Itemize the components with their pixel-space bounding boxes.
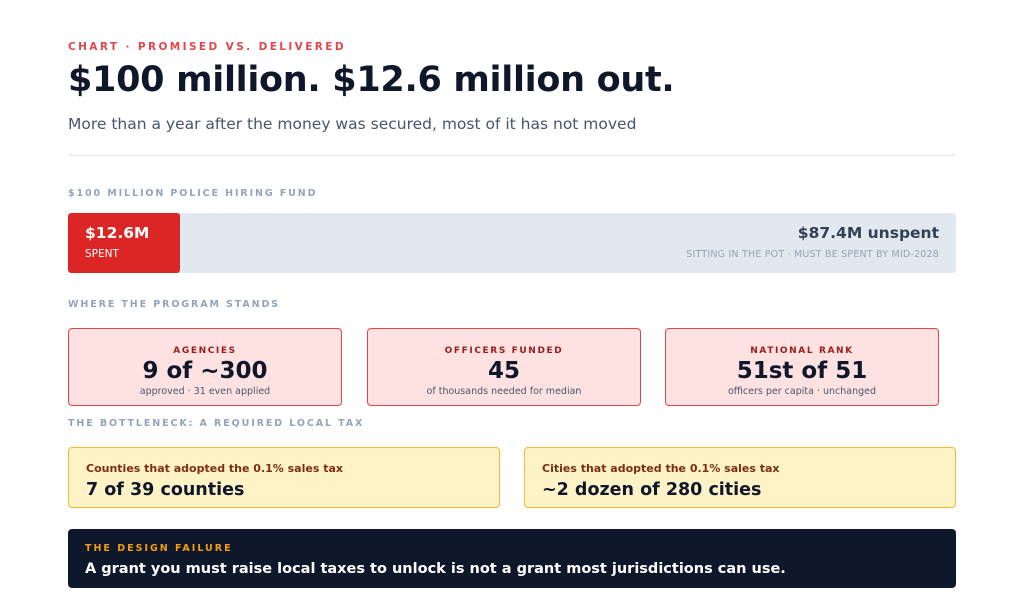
bottleneck-section-label: THE BOTTLENECK: A REQUIRED LOCAL TAX (68, 418, 365, 429)
stat-note: approved · 31 even applied (139, 386, 271, 397)
fund-bar: $12.6M SPENT $87.4M unspent SITTING IN T… (68, 213, 956, 273)
design-failure-callout: THE DESIGN FAILURE A grant you must rais… (68, 529, 956, 588)
stat-label: NATIONAL RANK (750, 346, 854, 356)
stat-label: AGENCIES (173, 346, 237, 356)
stat-note: of thousands needed for median (426, 386, 582, 397)
spent-label: SPENT (85, 248, 119, 260)
eyebrow: CHART · PROMISED VS. DELIVERED (68, 41, 346, 53)
stat-value: 45 (487, 358, 520, 384)
spent-bar: $12.6M SPENT (68, 213, 180, 273)
page-title: $100 million. $12.6 million out. (68, 60, 675, 100)
spent-value: $12.6M (85, 224, 150, 242)
tax-value: ~2 dozen of 280 cities (542, 480, 762, 500)
stat-value: 9 of ~300 (142, 358, 268, 384)
tax-label: Counties that adopted the 0.1% sales tax (86, 462, 343, 475)
page-subtitle: More than a year after the money was sec… (68, 115, 637, 133)
stat-value: 51st of 51 (736, 358, 868, 384)
stat-card-officers-funded: OFFICERS FUNDED 45 of thousands needed f… (367, 328, 641, 406)
tax-card-counties: Counties that adopted the 0.1% sales tax… (68, 447, 500, 508)
stat-card-national-rank: NATIONAL RANK 51st of 51 officers per ca… (665, 328, 939, 406)
fund-section-label: $100 MILLION POLICE HIRING FUND (68, 188, 318, 199)
unspent-value: $87.4M unspent (797, 224, 939, 242)
tax-label: Cities that adopted the 0.1% sales tax (542, 462, 780, 475)
stat-card-agencies: AGENCIES 9 of ~300 approved · 31 even ap… (68, 328, 342, 406)
unspent-label: SITTING IN THE POT · MUST BE SPENT BY MI… (686, 249, 939, 260)
stat-label: OFFICERS FUNDED (444, 346, 564, 356)
callout-text: A grant you must raise local taxes to un… (85, 561, 786, 577)
tax-card-cities: Cities that adopted the 0.1% sales tax ~… (524, 447, 956, 508)
stats-section-label: WHERE THE PROGRAM STANDS (68, 299, 281, 310)
tax-value: 7 of 39 counties (86, 480, 245, 500)
divider (68, 155, 956, 156)
callout-label: THE DESIGN FAILURE (85, 543, 233, 554)
stat-note: officers per capita · unchanged (727, 386, 877, 397)
